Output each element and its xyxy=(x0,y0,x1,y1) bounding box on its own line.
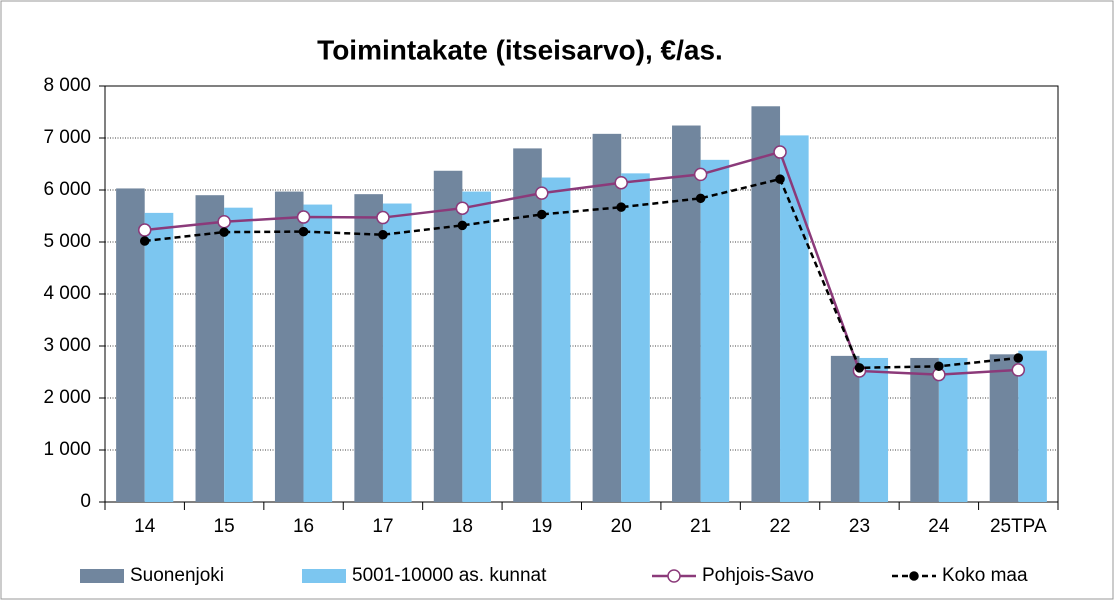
bar xyxy=(592,133,622,502)
x-tick-label: 22 xyxy=(769,516,790,537)
plot-area xyxy=(104,85,1059,503)
point xyxy=(376,210,390,225)
y-tick-label: 5 000 xyxy=(43,231,91,252)
point xyxy=(693,167,708,182)
x-tick-label: 15 xyxy=(214,516,235,537)
point xyxy=(298,226,309,237)
legend-marker xyxy=(667,569,681,583)
point xyxy=(854,363,865,373)
point xyxy=(1011,363,1026,377)
y-tick-label: 4 000 xyxy=(43,283,91,304)
point xyxy=(137,223,152,237)
bar xyxy=(780,135,809,502)
bar xyxy=(354,194,383,502)
x-tick-label: 18 xyxy=(452,516,473,537)
bar xyxy=(751,106,781,502)
bar xyxy=(433,170,463,502)
bar xyxy=(910,357,939,502)
point xyxy=(537,209,547,220)
bar xyxy=(989,354,1019,502)
bar xyxy=(462,191,491,502)
point xyxy=(773,145,787,159)
point xyxy=(614,175,628,190)
bar xyxy=(621,173,650,503)
x-tick-label: 23 xyxy=(849,516,870,537)
x-tick-label: 16 xyxy=(293,516,314,537)
bar xyxy=(195,195,225,502)
x-tick-label: 20 xyxy=(611,516,632,537)
bar xyxy=(672,125,701,503)
point xyxy=(455,201,470,215)
point xyxy=(217,214,231,229)
legend-label: Koko maa xyxy=(942,565,1028,586)
x-tick-label: 25TPA xyxy=(990,516,1047,537)
point xyxy=(219,227,229,237)
x-tick-label: 21 xyxy=(690,516,711,537)
legend-swatch xyxy=(302,569,346,583)
legend-swatch xyxy=(80,569,124,583)
y-tick-label: 0 xyxy=(80,491,91,512)
bar xyxy=(830,355,860,502)
bar xyxy=(513,148,542,502)
bar xyxy=(144,212,174,502)
point xyxy=(139,236,150,246)
bar xyxy=(382,203,412,502)
x-tick-label: 14 xyxy=(134,516,156,537)
point xyxy=(457,220,468,231)
bar xyxy=(859,357,889,502)
point xyxy=(1013,353,1024,363)
legend-label: Pohjois-Savo xyxy=(702,565,814,586)
y-tick-label: 1 000 xyxy=(43,439,91,460)
point xyxy=(296,210,311,224)
y-tick-label: 2 000 xyxy=(43,387,91,408)
bar xyxy=(938,357,968,502)
y-tick-label: 8 000 xyxy=(43,75,91,96)
line xyxy=(144,150,1019,376)
bar xyxy=(303,204,333,502)
bar xyxy=(274,191,304,502)
legend-label: 5001-10000 as. kunnat xyxy=(352,565,547,586)
y-tick-label: 6 000 xyxy=(43,179,91,200)
legend-marker xyxy=(909,571,919,581)
bar xyxy=(116,188,145,502)
x-tick-label: 17 xyxy=(372,516,393,537)
x-tick-label: 19 xyxy=(531,516,552,537)
bar xyxy=(700,159,730,502)
point xyxy=(616,202,626,212)
bar xyxy=(1018,350,1047,502)
point xyxy=(934,361,944,372)
chart-title: Toimintakate (itseisarvo), €/as. xyxy=(317,34,723,65)
bar xyxy=(541,177,571,502)
y-tick-label: 7 000 xyxy=(43,127,91,148)
point xyxy=(775,174,785,184)
y-tick-label: 3 000 xyxy=(43,335,91,356)
point xyxy=(695,193,706,204)
x-tick-label: 24 xyxy=(928,516,950,537)
point xyxy=(535,186,549,200)
bar xyxy=(224,207,253,502)
legend-label: Suonenjoki xyxy=(130,565,224,586)
point xyxy=(378,229,388,240)
